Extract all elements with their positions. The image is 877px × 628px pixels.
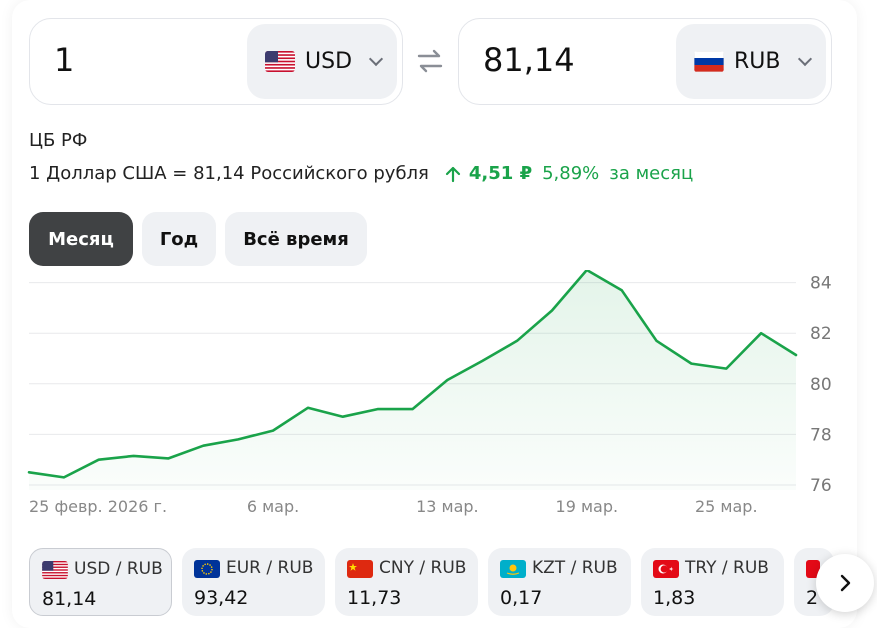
pair-label: KZT / RUB	[532, 558, 618, 578]
x-tick-label: 25 февр. 2026 г.	[29, 497, 167, 516]
tr-flag-icon	[653, 560, 679, 578]
x-tick-label: 13 мар.	[416, 497, 479, 516]
pair-label: CNY / RUB	[379, 558, 467, 578]
change-period: за месяц	[609, 163, 694, 184]
y-tick-label: 82	[810, 324, 832, 344]
kz-flag-icon	[500, 560, 526, 578]
x-tick-label: 6 мар.	[247, 497, 299, 516]
rate-text: 1 Доллар США = 81,14 Российского рубля	[29, 163, 429, 184]
to-currency-select[interactable]: RUB	[676, 24, 826, 99]
pair-usd-rub[interactable]: USD / RUB 81,14	[29, 548, 172, 616]
eu-flag-icon	[194, 560, 220, 578]
currency-pairs: USD / RUB 81,14 EUR / RUB 93,42 CNY / RU…	[29, 548, 834, 616]
chevron-down-icon	[797, 51, 813, 67]
cn-flag-icon	[347, 560, 373, 578]
pair-try-rub[interactable]: TRY / RUB 1,83	[641, 548, 784, 616]
chevron-down-icon	[368, 51, 384, 67]
pair-kzt-rub[interactable]: KZT / RUB 0,17	[488, 548, 631, 616]
tab-year[interactable]: Год	[142, 212, 216, 266]
from-amount-box: 1 USD	[29, 18, 403, 105]
rate-line	[27, 270, 798, 479]
pair-value: 93,42	[194, 587, 249, 609]
change-percent: 5,89%	[542, 163, 600, 184]
from-currency-select[interactable]: USD	[247, 24, 397, 99]
to-amount-input[interactable]: 81,14	[483, 41, 575, 79]
pair-label: TRY / RUB	[685, 558, 769, 578]
to-currency-code: RUB	[734, 49, 781, 74]
from-amount-input[interactable]: 1	[54, 41, 75, 79]
chevron-right-icon	[840, 574, 851, 592]
next-pairs-button[interactable]	[816, 554, 874, 612]
tab-all-time[interactable]: Всё время	[225, 212, 367, 266]
pair-label: EUR / RUB	[226, 558, 314, 578]
y-tick-label: 76	[810, 476, 832, 496]
pair-value: 11,73	[347, 587, 402, 609]
x-tick-label: 25 мар.	[695, 497, 758, 516]
pair-cny-rub[interactable]: CNY / RUB 11,73	[335, 548, 478, 616]
swap-currencies-icon[interactable]	[416, 48, 444, 74]
rate-summary: 1 Доллар США = 81,14 Российского рубля 4…	[29, 163, 693, 184]
pair-value: 0,17	[500, 587, 543, 609]
rate-area	[29, 270, 796, 490]
y-tick-label: 78	[810, 425, 832, 445]
tab-month[interactable]: Месяц	[29, 212, 133, 266]
pair-eur-rub[interactable]: EUR / RUB 93,42	[182, 548, 325, 616]
to-amount-box: 81,14 RUB	[458, 18, 832, 105]
pair-value: 81,14	[42, 588, 97, 610]
pair-label: USD / RUB	[74, 559, 163, 579]
us-flag-icon	[42, 561, 68, 579]
y-tick-label: 80	[810, 375, 832, 395]
period-tabs: Месяц Год Всё время	[29, 212, 367, 266]
x-tick-label: 19 мар.	[556, 497, 619, 516]
y-tick-label: 84	[810, 274, 832, 294]
from-currency-code: USD	[305, 49, 353, 74]
ru-flag-icon	[694, 51, 724, 72]
rate-chart: 84 82 80 78 76 25 февр. 2026 г. 6 мар. 13 мар. 1…	[27, 270, 832, 516]
arrow-up-icon	[445, 166, 460, 182]
us-flag-icon	[265, 51, 295, 72]
pair-value: 2	[806, 587, 819, 609]
pair-value: 1,83	[653, 587, 696, 609]
rate-source: ЦБ РФ	[29, 130, 88, 151]
change-absolute: 4,51 ₽	[468, 163, 533, 184]
